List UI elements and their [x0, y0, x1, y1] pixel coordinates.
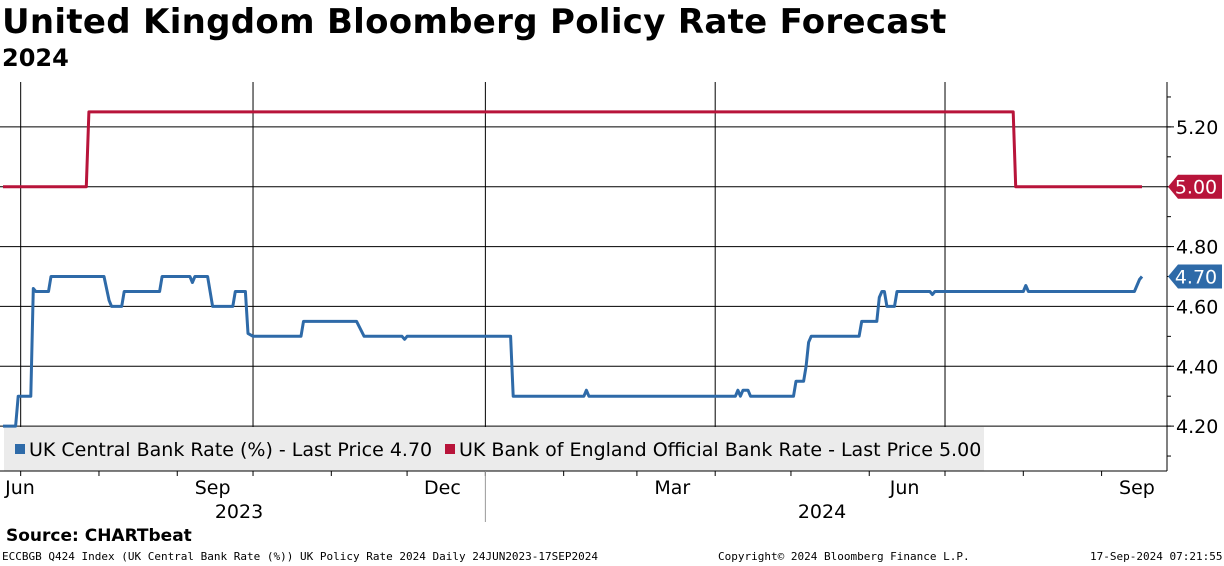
legend-label-central-bank-rate: UK Central Bank Rate (%) - Last Price 4.… — [29, 439, 432, 461]
y-tick-label: 4.60 — [1176, 296, 1218, 318]
x-tick-label: Mar — [654, 477, 690, 499]
axis-layer: 4.20 4.40 4.60 4.80 5.00 5.20 Jun Sep Dec Mar Jun S… — [0, 82, 1218, 523]
line-chart: UK Central Bank Rate (%) - Last Price 4.… — [0, 82, 1222, 523]
y-tick-label: 4.40 — [1176, 356, 1218, 378]
series-layer — [3, 110, 1144, 428]
series-line-central-bank-rate — [3, 275, 1144, 428]
legend-background — [4, 427, 984, 471]
y-tick-label: 5.20 — [1176, 117, 1218, 139]
y-tick-label: 4.80 — [1176, 237, 1218, 259]
last-price-badge-official-bank-rate-label: 5.00 — [1175, 177, 1217, 199]
ticker-info: ECCBGB Q424 Index (UK Central Bank Rate … — [2, 550, 599, 563]
last-price-badge-central-bank-rate-label: 4.70 — [1175, 267, 1217, 289]
legend: UK Central Bank Rate (%) - Last Price 4.… — [4, 427, 984, 471]
x-tick-label: Jun — [889, 477, 920, 499]
x-year-label: 2023 — [215, 501, 263, 523]
legend-label-official-bank-rate: UK Bank of England Official Bank Rate - … — [459, 439, 981, 461]
legend-swatch-official-bank-rate — [445, 444, 455, 454]
timestamp: 17-Sep-2024 07:21:55 — [1090, 550, 1223, 563]
series-line-official-bank-rate — [3, 110, 1142, 189]
chart-subtitle: 2024 — [2, 44, 69, 72]
y-tick-label: 4.20 — [1176, 416, 1218, 438]
legend-swatch-central-bank-rate — [15, 444, 25, 454]
last-price-badge-central-bank-rate — [1168, 264, 1222, 289]
chart-title: United Kingdom Bloomberg Policy Rate For… — [2, 2, 947, 42]
x-tick-label: Jun — [4, 477, 35, 499]
copyright-note: Copyright© 2024 Bloomberg Finance L.P. — [718, 550, 970, 563]
x-tick-label: Dec — [424, 477, 461, 499]
last-price-badge-official-bank-rate — [1168, 174, 1222, 199]
source-note: Source: CHARTbeat — [6, 526, 192, 546]
x-tick-label: Sep — [1119, 477, 1155, 499]
last-price-badges: 4.70 5.00 — [1168, 174, 1222, 289]
x-year-label: 2024 — [798, 501, 846, 523]
grid-layer — [0, 82, 1167, 471]
x-tick-label: Sep — [195, 477, 231, 499]
